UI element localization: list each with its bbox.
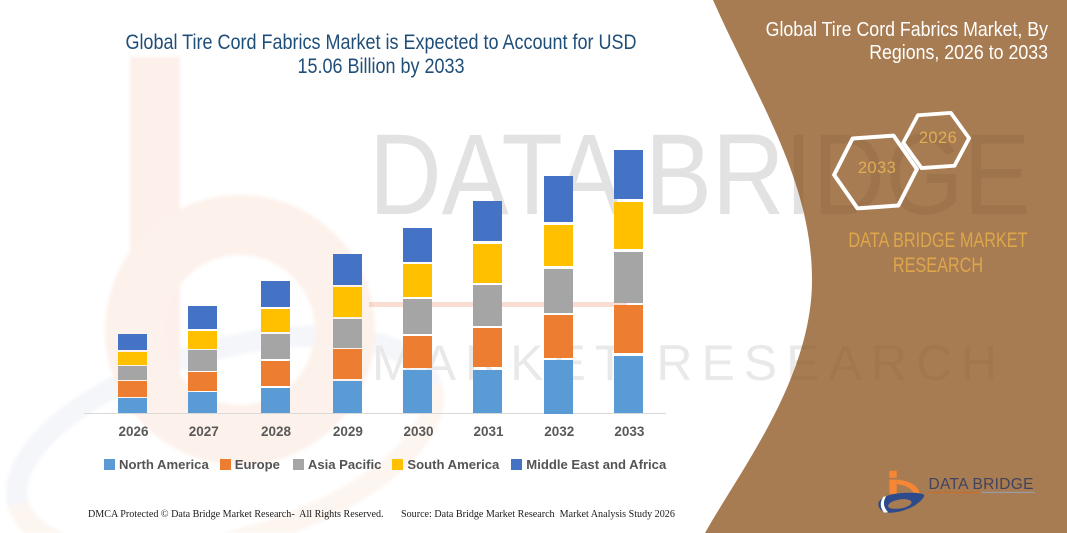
svg-text:MARKET RESEARCH: MARKET RESEARCH — [930, 497, 1051, 504]
svg-text:2033: 2033 — [858, 159, 896, 177]
svg-text:2026: 2026 — [919, 129, 957, 147]
svg-text:DATA BRIDGE: DATA BRIDGE — [929, 476, 1034, 493]
